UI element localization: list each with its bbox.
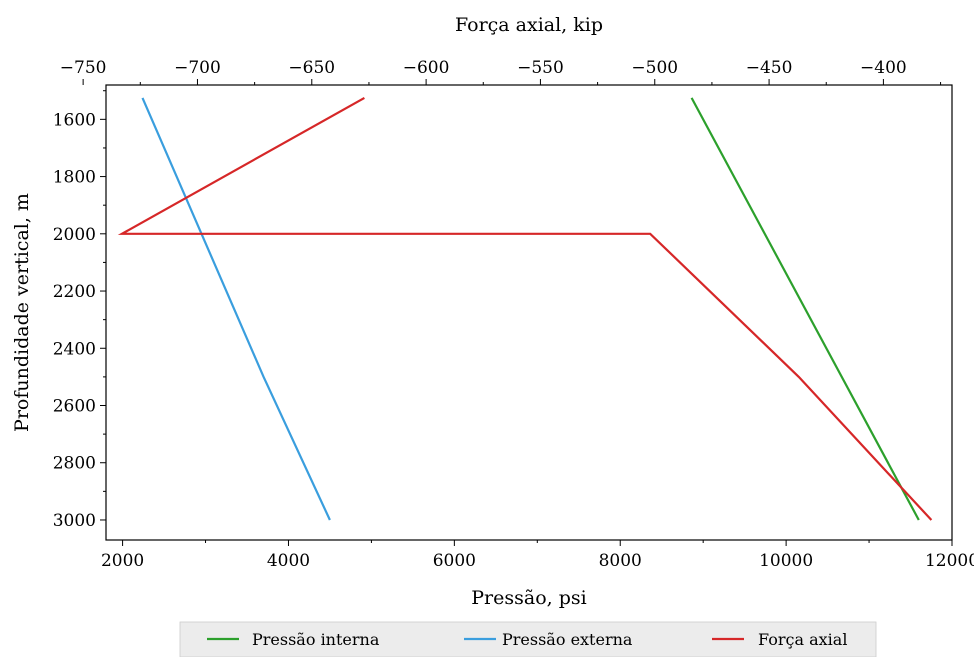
top-tick-label: −750 [60,58,107,78]
y-tick-label: 2000 [53,225,96,245]
top-axis-label: Força axial, kip [455,14,603,36]
legend-label: Pressão externa [502,630,633,649]
ticks: 2000 4000 6000 8000 10000 12000 −750 −700 −650 −6… [53,58,974,571]
plot-frame [105,84,953,541]
y-tick-label: 1600 [53,110,96,130]
x-tick-label: 2000 [101,551,144,571]
y-tick-label: 2400 [53,339,96,359]
legend-label: Pressão interna [252,630,380,649]
x-axis-label: Pressão, psi [471,587,586,609]
legend: Pressão interna Pressão externa Força axia… [179,621,877,657]
top-tick-label: −500 [631,58,678,78]
x-tick-label: 4000 [267,551,310,571]
legend-box [179,621,877,657]
y-tick-label: 2200 [53,282,96,302]
x-tick-label: 12000 [925,551,974,571]
legend-label: Força axial [758,630,847,649]
top-tick-label: −600 [403,58,450,78]
y-tick-label: 3000 [53,511,96,531]
y-tick-label: 2600 [53,397,96,417]
top-tick-label: −550 [517,58,564,78]
series-line-0 [690,97,920,521]
series-line-2 [117,96,933,521]
y-axis-label: Profundidade vertical, m [11,193,33,432]
y-tick-label: 1800 [53,168,96,188]
y-tick-label: 2800 [53,454,96,474]
top-tick-label: −650 [288,58,335,78]
series-line-1 [141,97,331,521]
x-tick-label: 6000 [433,551,476,571]
x-tick-label: 10000 [759,551,813,571]
x-tick-label: 8000 [599,551,642,571]
plot-lines [117,96,933,521]
top-tick-label: −700 [174,58,221,78]
top-tick-label: −400 [860,58,907,78]
top-tick-label: −450 [746,58,793,78]
